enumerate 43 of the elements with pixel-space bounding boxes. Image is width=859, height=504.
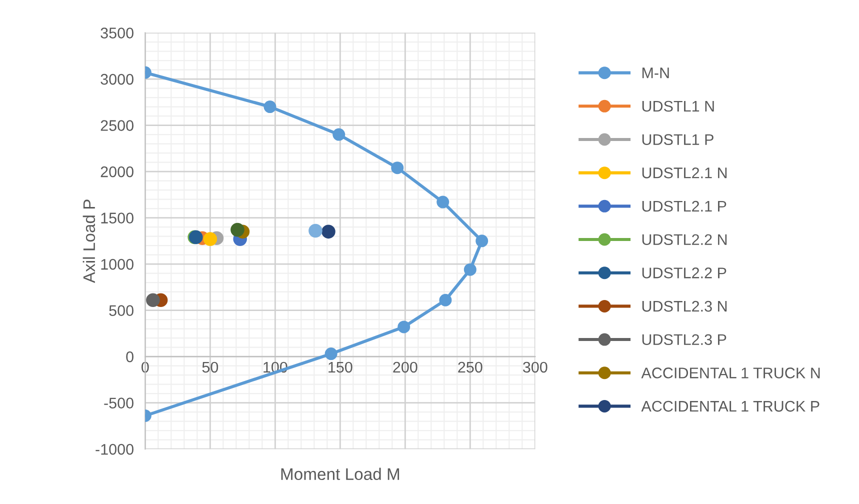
point xyxy=(439,294,452,306)
point xyxy=(398,320,410,334)
point xyxy=(464,263,476,276)
legend-label: UDSTL2.3 N xyxy=(642,300,727,312)
x-tick-label: 0 xyxy=(142,362,149,373)
y-tick-label: 2000 xyxy=(100,166,134,178)
y-tick-label: 3500 xyxy=(100,28,134,38)
y-tick-label: 2500 xyxy=(100,120,134,131)
y-tick-label: 500 xyxy=(109,305,134,316)
legend-label: UDSTL2.2 P xyxy=(642,268,726,278)
point xyxy=(476,234,488,248)
x-tick-label: 150 xyxy=(328,362,352,373)
legend-label: UDSTL1 N xyxy=(642,100,714,112)
point xyxy=(324,348,338,360)
x-tick-label: 300 xyxy=(522,362,548,373)
x-tick-label: 50 xyxy=(202,362,218,373)
point xyxy=(203,232,218,246)
legend-label: ACCIDENTAL 1 TRUCK P xyxy=(641,400,820,412)
y-axis-title: Axil Load P xyxy=(82,200,96,284)
y-tick-label: 1000 xyxy=(101,258,134,270)
legend-label: UDSTL2.2 N xyxy=(642,234,727,246)
x-tick-label: 250 xyxy=(458,362,482,373)
legend-label: ACCIDENTAL 1 TRUCK N xyxy=(641,368,820,378)
y-tick-label: -1000 xyxy=(96,444,134,455)
legend-label: M-N xyxy=(642,68,669,78)
legend-label: UDSTL1 P xyxy=(642,134,714,145)
point xyxy=(308,224,322,238)
y-tick-label: -500 xyxy=(104,398,134,408)
y-tick-label: 0 xyxy=(126,351,134,362)
legend-label: UDSTL2.1 P xyxy=(642,200,726,212)
point xyxy=(332,128,346,141)
point xyxy=(146,293,160,308)
point xyxy=(264,100,276,114)
x-axis-title: Moment Load M xyxy=(281,468,400,480)
y-tick-label: 1500 xyxy=(101,212,134,224)
point xyxy=(322,224,336,239)
x-tick-label: 200 xyxy=(393,362,418,373)
legend-label: UDSTL2.1 N xyxy=(642,168,727,178)
point xyxy=(436,196,450,208)
point xyxy=(230,222,244,237)
point xyxy=(391,162,404,174)
legend-label: UDSTL2.3 P xyxy=(642,334,726,346)
y-tick-label: 3000 xyxy=(100,74,134,85)
